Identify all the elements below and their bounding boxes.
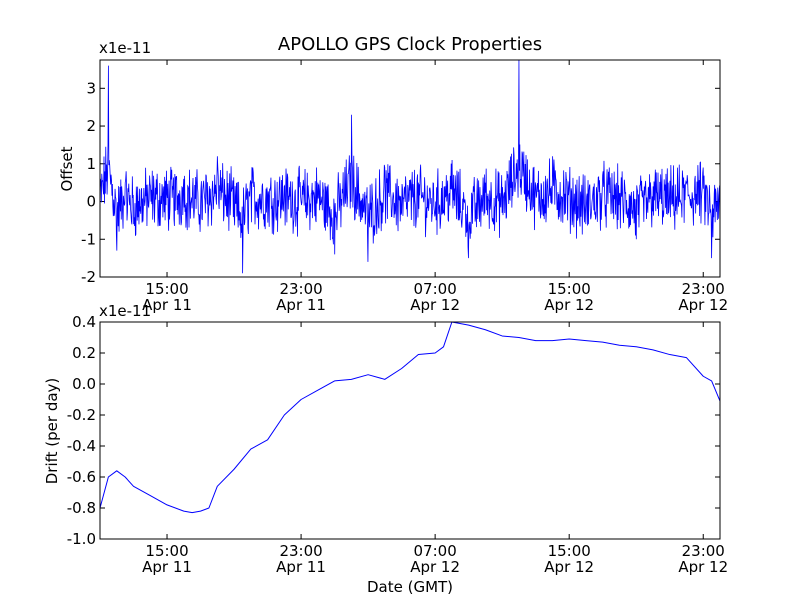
offset-xtick-time: 15:00 <box>548 280 591 298</box>
drift-xtick-time: 15:00 <box>548 542 591 560</box>
drift-ytick-label: 0.0 <box>72 375 96 393</box>
drift-series <box>99 321 721 514</box>
drift-xtick-time: 15:00 <box>145 542 188 560</box>
offset-series <box>99 59 721 274</box>
drift-xtick-date: Apr 12 <box>410 558 460 576</box>
offset-axes-frame <box>99 59 721 278</box>
drift-xtick-date: Apr 12 <box>678 558 728 576</box>
drift-ytick-label: -1.0 <box>67 530 96 548</box>
drift-xtick-date: Apr 11 <box>276 558 326 576</box>
offset-xtick-date: Apr 11 <box>276 296 326 314</box>
drift-xtick-date: Apr 12 <box>544 558 594 576</box>
drift-ytick-label: 0.4 <box>72 313 96 331</box>
chart-title: APOLLO GPS Clock Properties <box>278 34 542 55</box>
offset-xtick-time: 23:00 <box>682 280 725 298</box>
offset-xtick-date: Apr 12 <box>678 296 728 314</box>
offset-line <box>99 59 721 274</box>
offset-ytick-label: -2 <box>81 268 96 286</box>
drift-xlabel: Date (GMT) <box>367 578 453 596</box>
offset-xtick-date: Apr 12 <box>410 296 460 314</box>
drift-line <box>99 321 721 514</box>
offset-xtick-date: Apr 11 <box>142 296 192 314</box>
drift-ylabel: Drift (per day) <box>43 378 61 485</box>
drift-panel: x1e-11 Drift (per day) Date (GMT) -1.0 -0… <box>43 302 728 596</box>
drift-multiplier: x1e-11 <box>99 302 151 320</box>
drift-xtick-time: 23:00 <box>279 542 322 560</box>
drift-axes-frame <box>99 321 721 540</box>
offset-xtick-date: Apr 12 <box>544 296 594 314</box>
drift-ytick-label: -0.2 <box>67 406 96 424</box>
offset-ytick-label: 3 <box>86 79 96 97</box>
offset-panel: APOLLO GPS Clock Properties x1e-11 Offse… <box>58 34 728 314</box>
drift-ytick-label: 0.2 <box>72 344 96 362</box>
offset-xtick-time: 23:00 <box>279 280 322 298</box>
drift-ytick-label: -0.6 <box>67 468 96 486</box>
offset-xtick-time: 15:00 <box>145 280 188 298</box>
drift-xtick-time: 07:00 <box>414 542 457 560</box>
offset-ytick-label: 1 <box>86 155 96 173</box>
drift-xtick-date: Apr 11 <box>142 558 192 576</box>
offset-ylabel: Offset <box>58 146 76 191</box>
drift-xtick-time: 23:00 <box>682 542 725 560</box>
offset-ytick-label: 2 <box>86 117 96 135</box>
offset-xtick-time: 07:00 <box>414 280 457 298</box>
offset-multiplier: x1e-11 <box>99 39 151 57</box>
drift-ytick-label: -0.8 <box>67 499 96 517</box>
offset-ytick-label: -1 <box>81 230 96 248</box>
drift-ytick-label: -0.4 <box>67 437 96 455</box>
offset-ytick-label: 0 <box>86 193 96 211</box>
